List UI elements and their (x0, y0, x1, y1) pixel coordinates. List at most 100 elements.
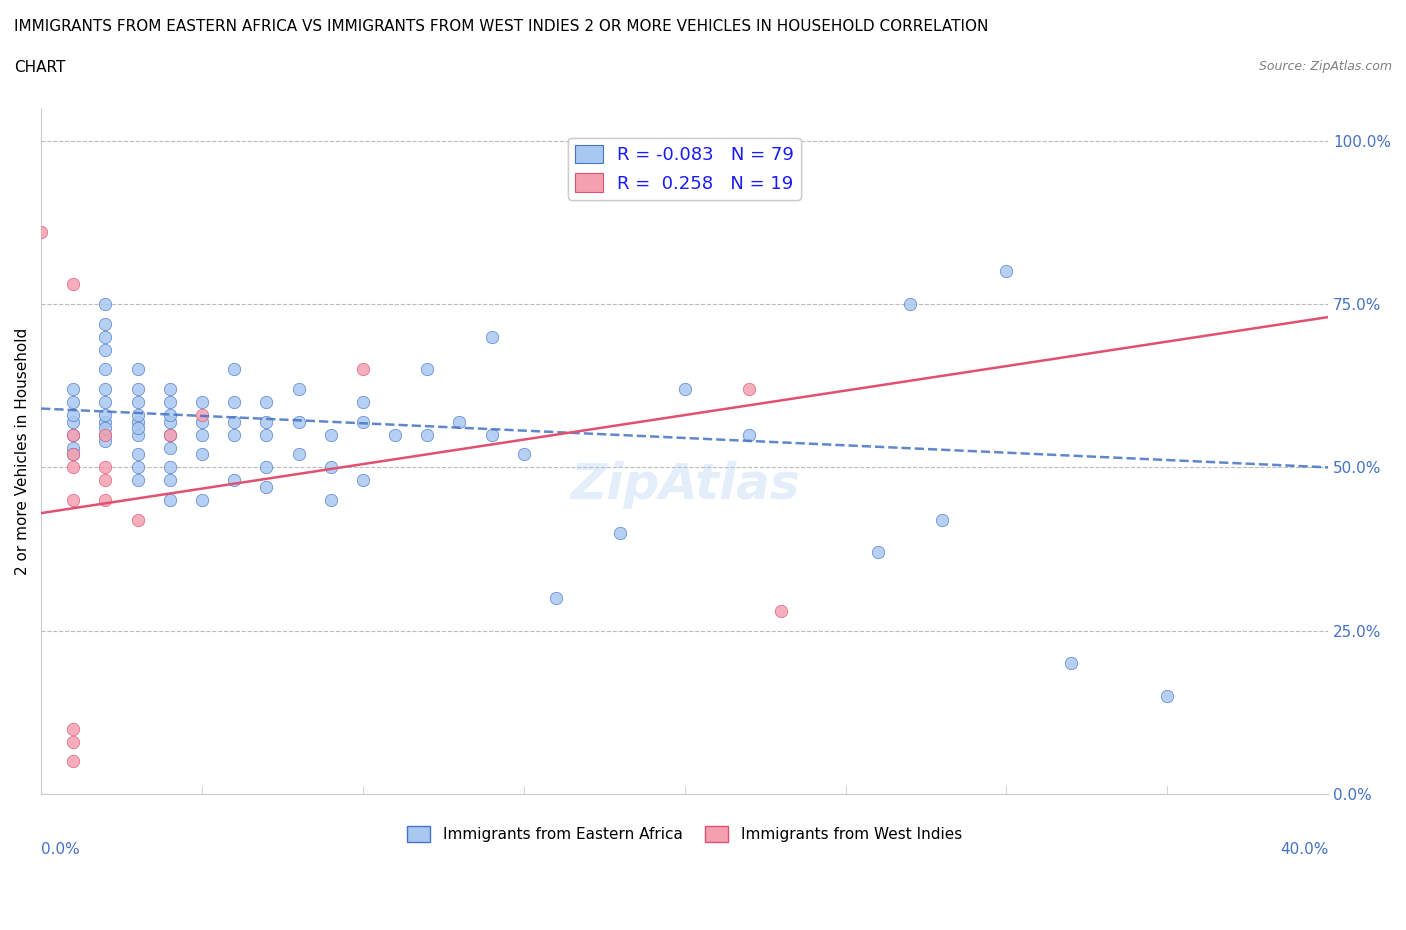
Point (416, 427, 439, 442)
Point (159, 427, 181, 442)
Point (352, 473, 374, 488)
Text: 40.0%: 40.0% (1279, 842, 1329, 857)
Point (127, 381, 149, 396)
Point (1060, 656, 1083, 671)
Point (94, 427, 117, 442)
Point (770, 604, 793, 618)
Point (94, 473, 117, 488)
Point (287, 414, 309, 429)
Point (287, 381, 309, 396)
Point (94, 420, 117, 435)
Point (931, 512, 953, 527)
Point (224, 394, 246, 409)
Point (352, 414, 374, 429)
Point (127, 394, 149, 409)
Point (352, 394, 374, 409)
Point (224, 362, 246, 377)
Point (159, 394, 181, 409)
Point (62, 394, 84, 409)
Point (254, 394, 277, 409)
Point (62, 381, 84, 396)
Point (94, 362, 117, 377)
Point (127, 414, 149, 429)
Point (159, 473, 181, 488)
Point (30, 225, 52, 240)
Point (319, 493, 342, 508)
Point (191, 493, 214, 508)
Point (127, 362, 149, 377)
Point (94, 316, 117, 331)
Point (127, 446, 149, 461)
Point (673, 381, 696, 396)
Point (94, 394, 117, 409)
Point (481, 329, 503, 344)
Point (127, 420, 149, 435)
Point (127, 473, 149, 488)
Point (62, 446, 84, 461)
Point (62, 722, 84, 737)
Point (449, 414, 471, 429)
Point (159, 407, 181, 422)
Point (159, 427, 181, 442)
Point (352, 362, 374, 377)
Point (127, 512, 149, 527)
Point (62, 460, 84, 475)
Point (254, 427, 277, 442)
Point (62, 735, 84, 750)
Point (191, 446, 214, 461)
Point (866, 545, 889, 560)
Legend: R = -0.083   N = 79, R =  0.258   N = 19: R = -0.083 N = 79, R = 0.258 N = 19 (568, 138, 801, 200)
Text: CHART: CHART (14, 60, 66, 75)
Point (62, 754, 84, 769)
Point (159, 414, 181, 429)
Point (1156, 688, 1178, 703)
Point (62, 440, 84, 455)
Point (319, 427, 342, 442)
Text: IMMIGRANTS FROM EASTERN AFRICA VS IMMIGRANTS FROM WEST INDIES 2 OR MORE VEHICLES: IMMIGRANTS FROM EASTERN AFRICA VS IMMIGR… (14, 19, 988, 33)
Point (738, 381, 761, 396)
Point (94, 329, 117, 344)
Point (62, 277, 84, 292)
Point (224, 473, 246, 488)
Point (224, 414, 246, 429)
Point (94, 342, 117, 357)
Point (127, 427, 149, 442)
Point (127, 460, 149, 475)
Point (513, 446, 536, 461)
Point (738, 427, 761, 442)
Point (384, 427, 406, 442)
Point (62, 493, 84, 508)
Point (94, 427, 117, 442)
Point (159, 381, 181, 396)
Point (254, 460, 277, 475)
Point (94, 493, 117, 508)
Point (191, 407, 214, 422)
Point (319, 460, 342, 475)
Point (94, 297, 117, 312)
Point (416, 362, 439, 377)
Point (127, 407, 149, 422)
Point (191, 414, 214, 429)
Point (62, 446, 84, 461)
Text: Source: ZipAtlas.com: Source: ZipAtlas.com (1258, 60, 1392, 73)
Point (609, 525, 631, 540)
Point (191, 394, 214, 409)
Point (94, 433, 117, 448)
Point (62, 414, 84, 429)
Point (94, 460, 117, 475)
Point (898, 297, 921, 312)
Point (62, 427, 84, 442)
Point (191, 427, 214, 442)
Point (94, 381, 117, 396)
Text: 0.0%: 0.0% (41, 842, 80, 857)
Point (94, 407, 117, 422)
Point (62, 407, 84, 422)
Point (224, 427, 246, 442)
Point (481, 427, 503, 442)
Point (287, 446, 309, 461)
Point (544, 591, 567, 605)
Point (254, 414, 277, 429)
Point (159, 440, 181, 455)
Point (94, 414, 117, 429)
Point (995, 264, 1018, 279)
